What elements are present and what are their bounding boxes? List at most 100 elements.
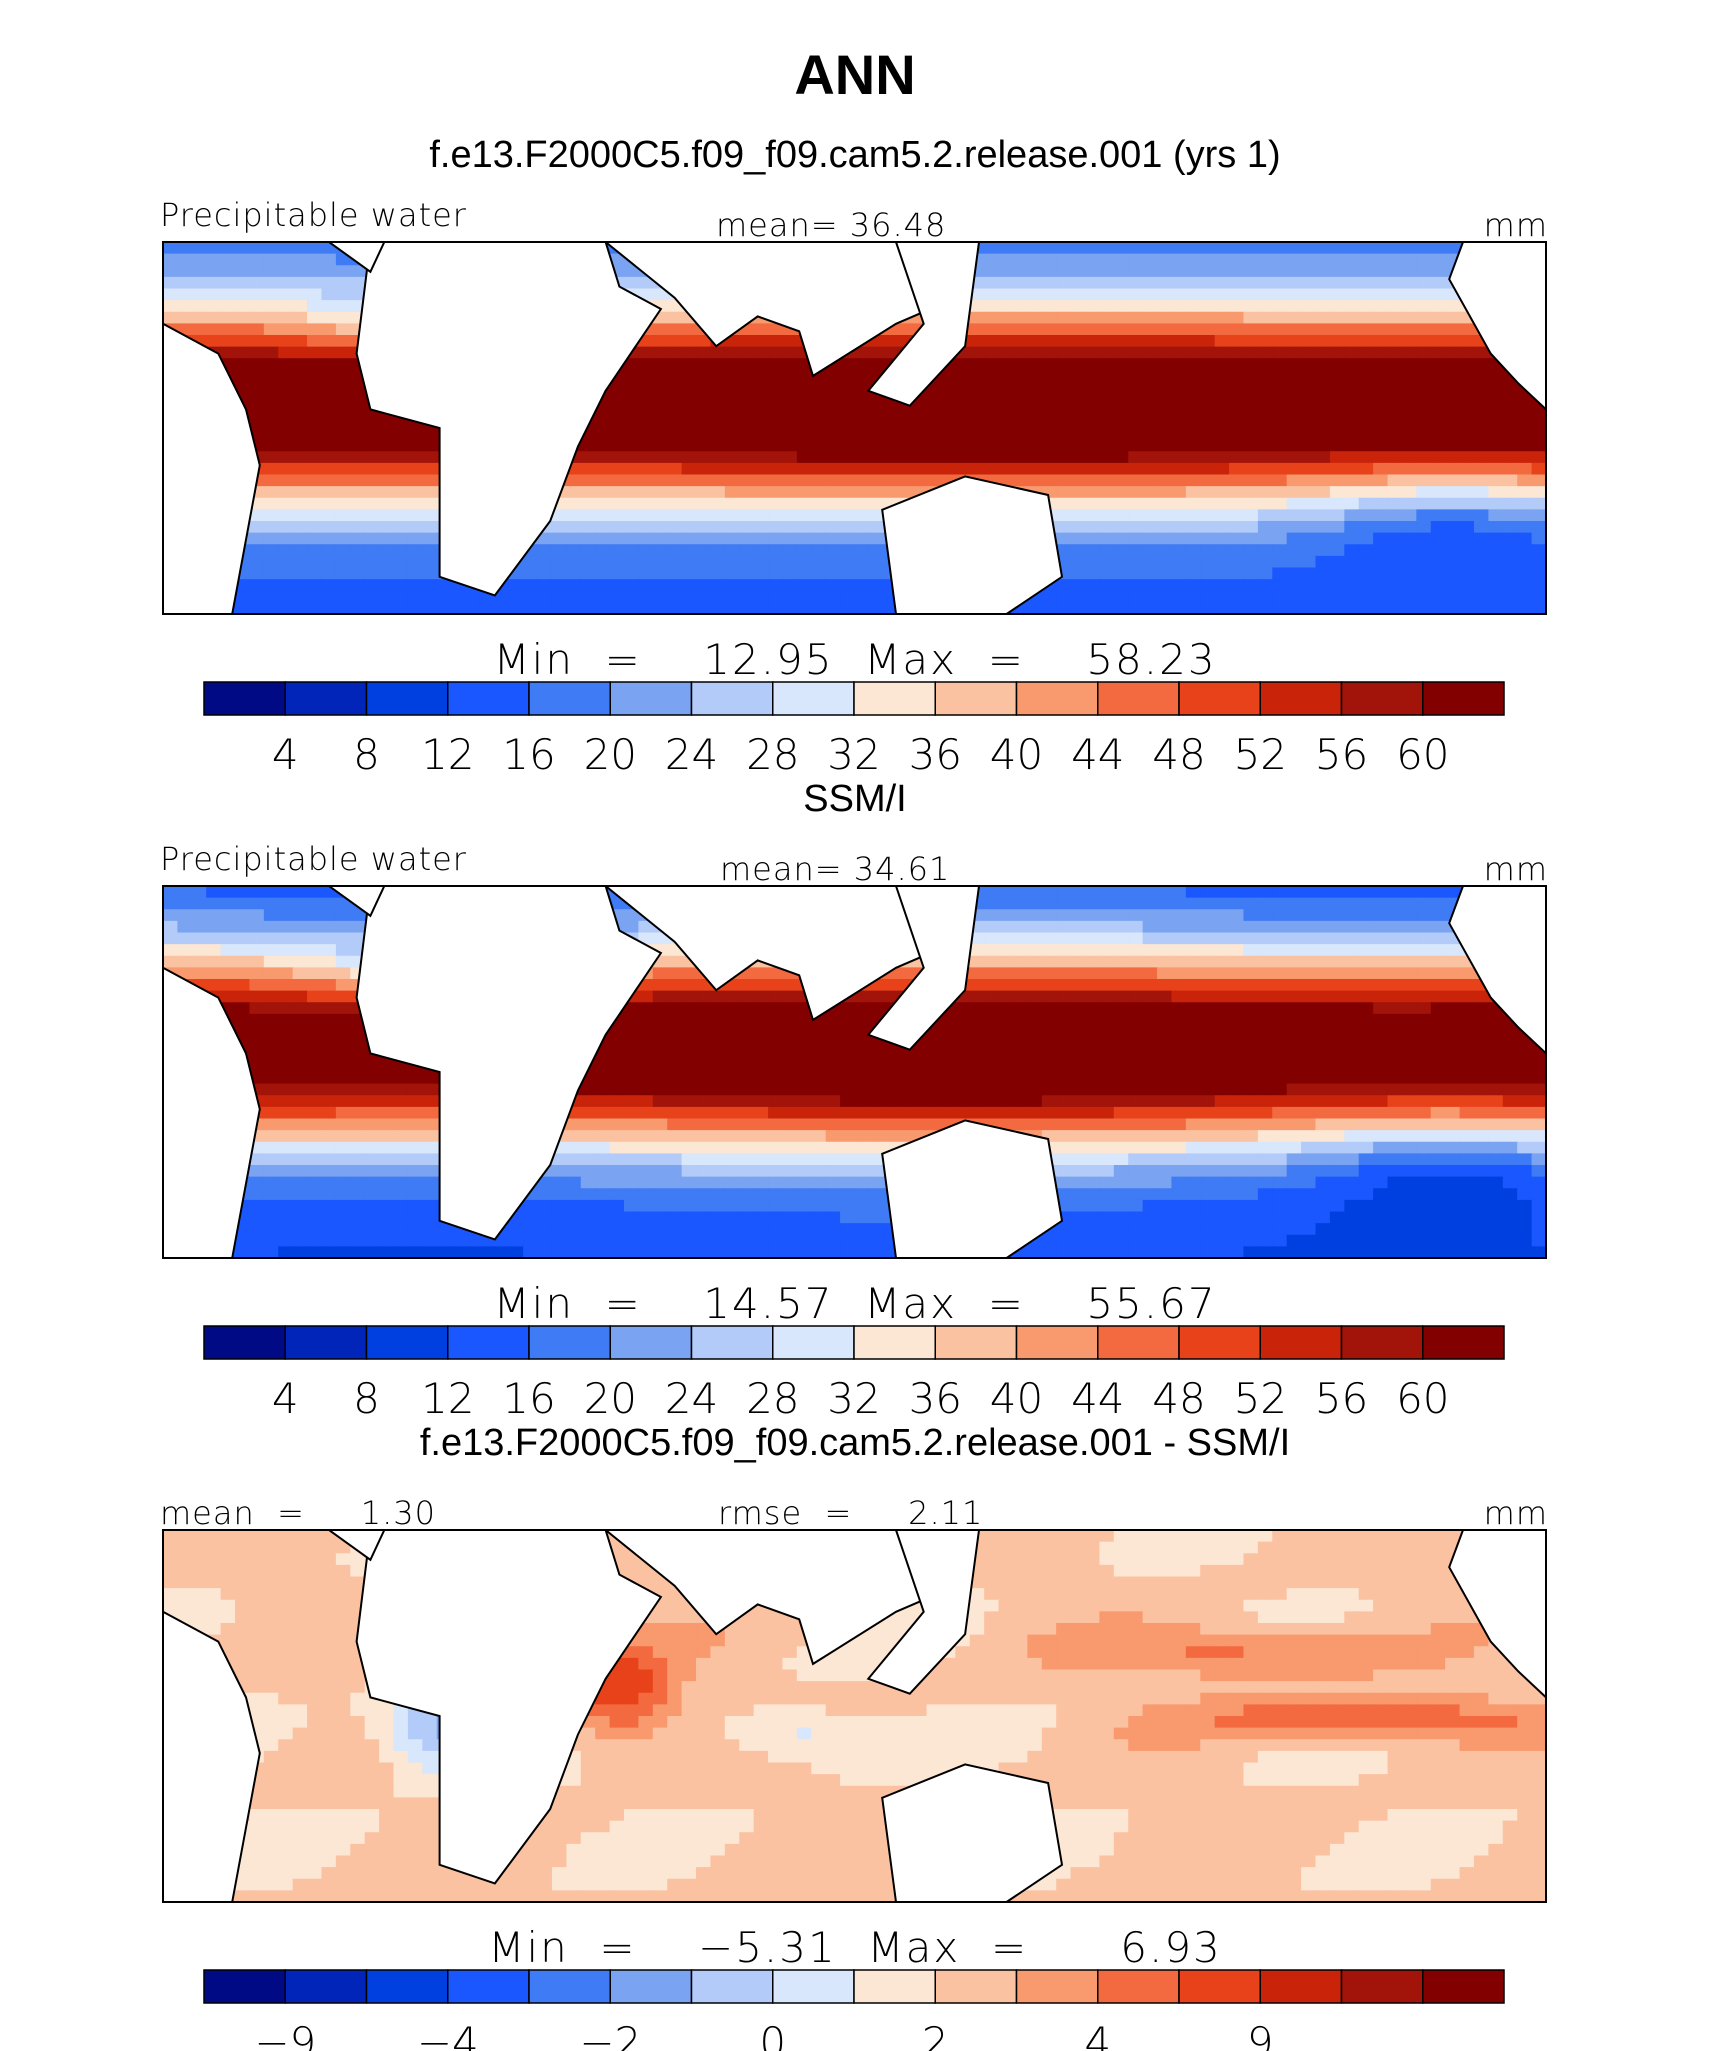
map-cell	[696, 474, 712, 487]
map-cell	[1099, 1025, 1115, 1038]
map-cell	[1301, 920, 1317, 934]
map-cell	[1243, 265, 1259, 278]
map-cell	[840, 567, 856, 580]
map-cell	[782, 990, 798, 1003]
map-cell	[854, 1013, 870, 1027]
map-cell	[796, 567, 812, 580]
map-cell	[1157, 1060, 1173, 1073]
map-cell	[407, 602, 423, 614]
map-cell	[710, 532, 726, 545]
map-cell	[638, 602, 654, 614]
map-cell	[1272, 909, 1288, 922]
map-cell	[1085, 369, 1101, 383]
map-cell	[1070, 955, 1086, 968]
map-cell	[177, 242, 193, 255]
map-cell	[1430, 300, 1446, 313]
map-cell	[1301, 1095, 1317, 1108]
map-cell	[1099, 920, 1115, 934]
map-cell	[609, 486, 625, 499]
map-cell	[595, 428, 611, 441]
map-cell	[868, 1072, 884, 1085]
map-cell	[1502, 602, 1518, 614]
map-cell	[1099, 544, 1115, 557]
map-cell	[163, 955, 179, 968]
map-cell	[307, 579, 323, 592]
map-cell	[667, 1095, 683, 1108]
map-cell	[523, 579, 539, 592]
map-cell	[335, 1002, 351, 1015]
map-cell	[1473, 990, 1489, 1003]
map-cell	[263, 1060, 279, 1073]
map-cell	[825, 369, 841, 383]
map-cell	[1128, 253, 1144, 266]
map-cell	[321, 532, 337, 545]
map-cell	[739, 532, 755, 545]
map-cell	[739, 474, 755, 487]
map-cell	[1344, 932, 1360, 945]
map-cell	[1243, 358, 1259, 371]
map-cell	[1099, 567, 1115, 580]
map-cell	[955, 1072, 971, 1085]
map-cell	[984, 909, 1000, 922]
map-cell	[753, 428, 769, 441]
map-cell	[1344, 532, 1360, 545]
map-cell	[220, 242, 236, 255]
map-cell	[1185, 555, 1201, 569]
map-cell	[1171, 886, 1187, 899]
map-cell	[1257, 532, 1273, 545]
map-cell	[1272, 300, 1288, 313]
map-cell	[1128, 439, 1144, 452]
map-cell	[335, 486, 351, 499]
map-cell	[1041, 474, 1057, 487]
map-cell	[1229, 1072, 1245, 1085]
map-cell	[796, 1013, 812, 1027]
map-cell	[1229, 1025, 1245, 1038]
map-cell	[1473, 497, 1489, 510]
map-cell	[796, 474, 812, 487]
map-cell	[883, 428, 899, 441]
map-cell	[1286, 451, 1302, 464]
map-cell	[1257, 1048, 1273, 1061]
map-cell	[1142, 276, 1158, 290]
map-cell	[220, 886, 236, 899]
map-cell	[854, 381, 870, 394]
map-cell	[1286, 1060, 1302, 1073]
map-cell	[1502, 509, 1518, 522]
map-cell	[1200, 909, 1216, 922]
map-cell	[1445, 416, 1461, 429]
map-cell	[1272, 381, 1288, 394]
map-cell	[868, 358, 884, 371]
map-cell	[969, 1083, 985, 1096]
map-cell	[263, 1025, 279, 1038]
map-cell	[350, 416, 366, 429]
map-cell	[1113, 1095, 1129, 1108]
map-cell	[1430, 509, 1446, 522]
map-cell	[1142, 932, 1158, 945]
map-cell	[1142, 439, 1158, 452]
map-cell	[1329, 300, 1345, 313]
map-cell	[335, 521, 351, 534]
map-cell	[1099, 886, 1115, 899]
map-cell	[1315, 323, 1331, 336]
map-cell	[1257, 555, 1273, 569]
map-cell	[1502, 381, 1518, 394]
map-cell	[1085, 979, 1101, 992]
map-cell	[335, 451, 351, 464]
map-cell	[1531, 416, 1546, 429]
map-cell	[1214, 1002, 1230, 1015]
map-cell	[1401, 1013, 1417, 1027]
map-cell	[854, 1037, 870, 1050]
map-cell	[220, 253, 236, 266]
map-cell	[1358, 990, 1374, 1003]
map-cell	[1329, 602, 1345, 614]
map-cell	[1012, 602, 1028, 614]
map-cell	[1113, 579, 1129, 592]
map-cell	[969, 462, 985, 476]
map-cell	[825, 555, 841, 569]
map-cell	[796, 451, 812, 464]
map-cell	[1401, 404, 1417, 417]
map-cell	[724, 555, 740, 569]
map-cell	[1214, 323, 1230, 336]
map-cell	[609, 404, 625, 417]
map-cell	[422, 1072, 438, 1085]
